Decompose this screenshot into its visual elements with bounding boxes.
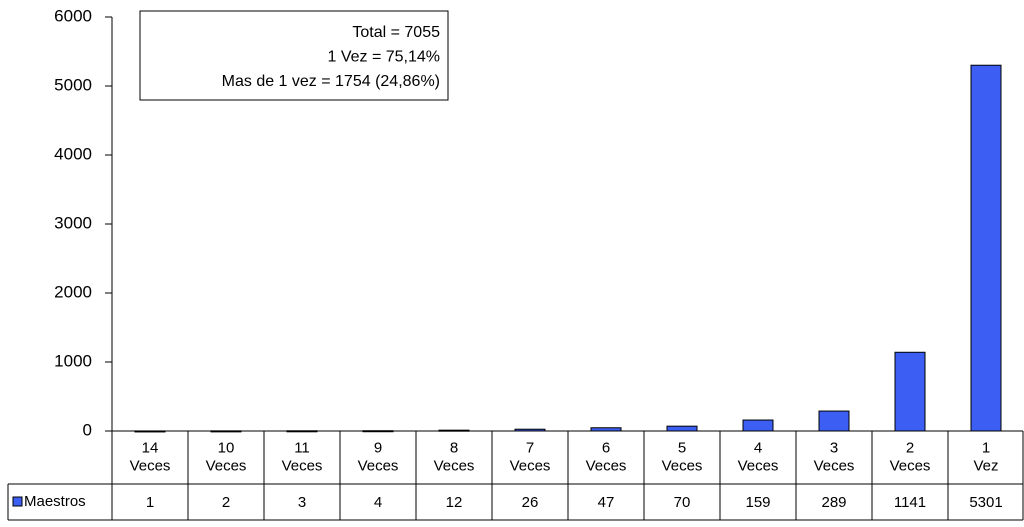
x-tick-label: 14 Veces bbox=[130, 439, 171, 474]
y-tick-label: 3000 bbox=[54, 213, 92, 232]
y-tick-label: 5000 bbox=[54, 75, 92, 94]
legend-swatch bbox=[12, 496, 23, 507]
bar bbox=[210, 430, 242, 433]
x-tick-label: 7 Veces bbox=[510, 439, 551, 474]
y-tick-label: 6000 bbox=[54, 6, 92, 25]
x-tick-label: 8 Veces bbox=[434, 439, 475, 474]
x-tick-label: 5 Veces bbox=[662, 439, 703, 474]
bar bbox=[134, 430, 166, 433]
table-value: 159 bbox=[745, 494, 770, 511]
table-value: 289 bbox=[821, 494, 846, 511]
bar bbox=[438, 429, 470, 432]
table-value: 2 bbox=[222, 494, 230, 511]
table-value: 1 bbox=[146, 494, 154, 511]
legend-label: Maestros bbox=[24, 493, 86, 510]
annotation: 1 Vez = 75,14% bbox=[327, 49, 440, 66]
bar bbox=[514, 428, 546, 432]
bar bbox=[666, 425, 698, 432]
bar bbox=[742, 419, 774, 432]
table-value: 1141 bbox=[894, 494, 926, 511]
table-value: 70 bbox=[674, 494, 691, 511]
bar bbox=[590, 427, 622, 432]
table-value: 4 bbox=[374, 494, 382, 511]
bar bbox=[286, 430, 318, 433]
x-tick-label: 11 Veces bbox=[282, 439, 323, 474]
x-tick-label: 6 Veces bbox=[586, 439, 627, 474]
bar bbox=[818, 410, 850, 432]
table-value: 26 bbox=[522, 494, 539, 511]
y-tick-label: 4000 bbox=[54, 144, 92, 163]
annotation: Mas de 1 vez = 1754 (24,86%) bbox=[222, 73, 440, 90]
annotation: Total = 7055 bbox=[352, 24, 440, 41]
x-tick-label: 1 Vez bbox=[973, 439, 998, 474]
x-tick-label: 10 Veces bbox=[206, 439, 247, 474]
y-tick-label: 0 bbox=[83, 420, 92, 439]
y-tick-label: 2000 bbox=[54, 282, 92, 301]
y-tick-label: 1000 bbox=[54, 351, 92, 370]
table-value: 12 bbox=[446, 494, 463, 511]
annotation-box bbox=[139, 10, 449, 101]
bar bbox=[362, 430, 394, 433]
x-tick-label: 9 Veces bbox=[358, 439, 399, 474]
table-value: 5301 bbox=[969, 494, 1002, 511]
bar bbox=[970, 64, 1002, 432]
bar bbox=[894, 351, 926, 432]
x-tick-label: 3 Veces bbox=[814, 439, 855, 474]
x-tick-label: 4 Veces bbox=[738, 439, 779, 474]
table-value: 47 bbox=[598, 494, 615, 511]
table-value: 3 bbox=[298, 494, 306, 511]
x-tick-label: 2 Veces bbox=[890, 439, 931, 474]
